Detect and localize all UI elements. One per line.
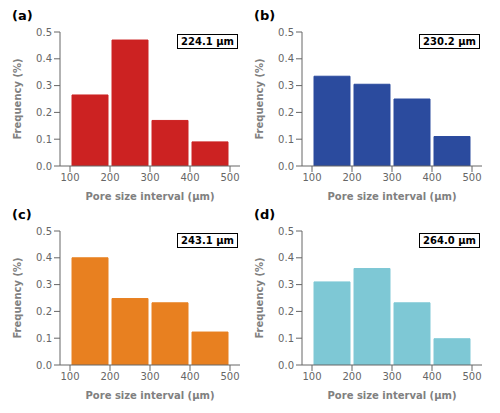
svg-text:0.5: 0.5 <box>36 226 52 237</box>
svg-text:0.5: 0.5 <box>278 226 294 237</box>
svg-text:500: 500 <box>220 371 239 382</box>
html-text:(b): (b) <box>254 8 276 23</box>
html-text:(a): (a) <box>12 8 33 23</box>
svg-text:500: 500 <box>220 172 239 183</box>
svg-text:0.3: 0.3 <box>278 80 294 91</box>
svg-text:200: 200 <box>100 371 119 382</box>
svg-text:0.3: 0.3 <box>36 279 52 290</box>
html-text:224.1 μm: 224.1 μm <box>181 36 234 47</box>
html-text:264.0 μm: 264.0 μm <box>423 235 476 246</box>
svg-text:400: 400 <box>422 172 441 183</box>
svg-text:0.2: 0.2 <box>36 306 52 317</box>
svg-text:500: 500 <box>462 172 481 183</box>
svg-text:0.1: 0.1 <box>278 333 294 344</box>
svg-text:300: 300 <box>140 172 159 183</box>
svg-text:0.3: 0.3 <box>278 279 294 290</box>
svg-text:0.1: 0.1 <box>278 134 294 145</box>
svg-text:0.1: 0.1 <box>36 333 52 344</box>
svg-text:0.0: 0.0 <box>278 161 294 172</box>
svg-text:100: 100 <box>302 172 321 183</box>
svg-text:Pore size interval (μm): Pore size interval (μm) <box>328 390 457 401</box>
svg-text:0.5: 0.5 <box>36 27 52 38</box>
svg-text:300: 300 <box>140 371 159 382</box>
svg-text:0.1: 0.1 <box>36 134 52 145</box>
svg-text:0.0: 0.0 <box>36 161 52 172</box>
svg-text:Frequency (%): Frequency (%) <box>254 257 265 338</box>
svg-text:0.2: 0.2 <box>36 107 52 118</box>
svg-text:0.5: 0.5 <box>278 27 294 38</box>
svg-text:400: 400 <box>422 371 441 382</box>
svg-text:300: 300 <box>382 172 401 183</box>
svg-text:400: 400 <box>180 371 199 382</box>
svg-text:200: 200 <box>100 172 119 183</box>
svg-text:Pore size interval (μm): Pore size interval (μm) <box>328 191 457 202</box>
svg-text:Frequency (%): Frequency (%) <box>254 58 265 139</box>
svg-text:0.2: 0.2 <box>278 306 294 317</box>
svg-text:0.3: 0.3 <box>36 80 52 91</box>
svg-text:300: 300 <box>382 371 401 382</box>
svg-text:100: 100 <box>60 371 79 382</box>
svg-text:Frequency (%): Frequency (%) <box>12 58 23 139</box>
svg-text:0.0: 0.0 <box>36 360 52 371</box>
svg-text:400: 400 <box>180 172 199 183</box>
svg-text:200: 200 <box>342 172 361 183</box>
svg-text:200: 200 <box>342 371 361 382</box>
html-text:(c): (c) <box>12 207 32 222</box>
svg-text:500: 500 <box>462 371 481 382</box>
svg-text:0.0: 0.0 <box>278 360 294 371</box>
svg-text:0.2: 0.2 <box>278 107 294 118</box>
svg-text:0.4: 0.4 <box>278 252 294 263</box>
svg-text:100: 100 <box>302 371 321 382</box>
html-text:243.1 μm: 243.1 μm <box>181 235 234 246</box>
svg-text:Pore size interval (μm): Pore size interval (μm) <box>86 191 215 202</box>
html-text:230.2 μm: 230.2 μm <box>423 36 476 47</box>
html-text:(d): (d) <box>254 207 276 222</box>
svg-text:0.4: 0.4 <box>278 53 294 64</box>
svg-text:0.4: 0.4 <box>36 53 52 64</box>
svg-text:100: 100 <box>60 172 79 183</box>
svg-text:Frequency (%): Frequency (%) <box>12 257 23 338</box>
svg-text:0.4: 0.4 <box>36 252 52 263</box>
svg-text:Pore size interval (μm): Pore size interval (μm) <box>86 390 215 401</box>
